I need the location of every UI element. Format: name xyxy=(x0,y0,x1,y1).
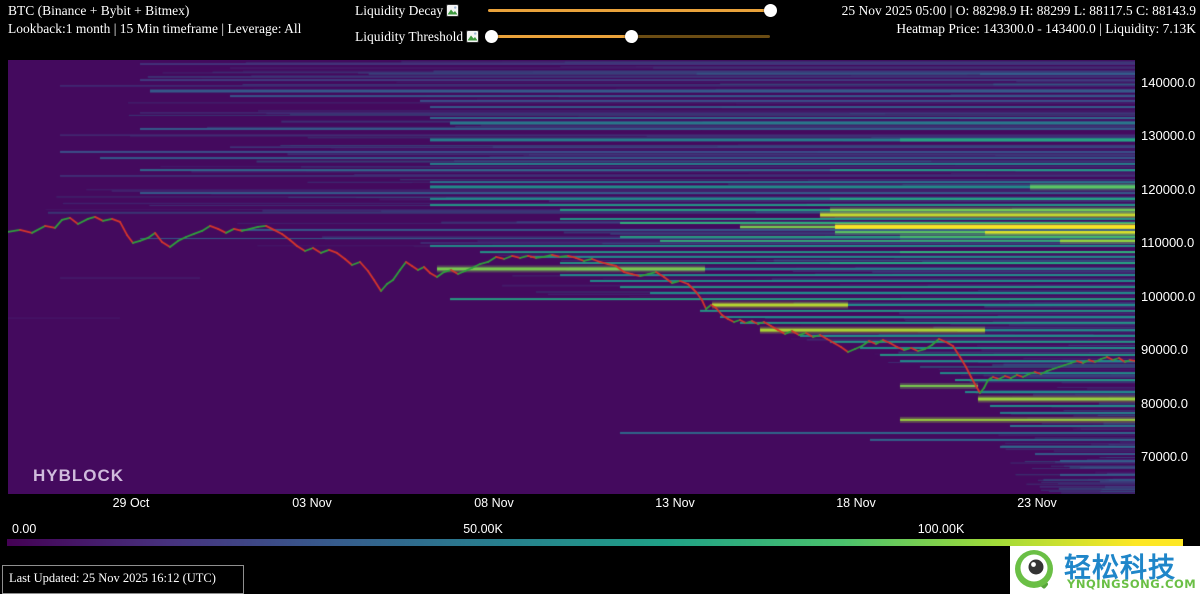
x-tick-label: 18 Nov xyxy=(836,496,876,510)
y-tick-label: 90000.0 xyxy=(1141,342,1188,358)
ohlc-readout: 25 Nov 2025 05:00 | O: 88298.9 H: 88299 … xyxy=(841,3,1196,18)
y-tick-label: 120000.0 xyxy=(1141,181,1196,197)
eye-magnifier-logo-icon xyxy=(1012,547,1058,594)
liquidity-threshold-slider-fill[interactable] xyxy=(488,35,632,38)
last-updated-text: Last Updated: 25 Nov 2025 16:12 (UTC) xyxy=(9,571,216,585)
symbol-title: BTC (Binance + Bybit + Bitmex) xyxy=(8,3,190,18)
liquidity-threshold-handle-low[interactable] xyxy=(485,30,499,43)
x-tick-label: 08 Nov xyxy=(474,496,514,510)
x-tick-label: 03 Nov xyxy=(292,496,332,510)
y-tick-label: 110000.0 xyxy=(1141,235,1195,251)
liquidity-threshold-handle-high[interactable] xyxy=(625,30,639,43)
liquidity-threshold-label: Liquidity Threshold xyxy=(355,29,464,44)
colorbar-tick-label: 100.00K xyxy=(917,522,965,536)
image-icon[interactable] xyxy=(446,4,459,22)
colorbar-tick-label: 50.00K xyxy=(463,522,503,536)
brand-cn-name: 轻松科技 xyxy=(1064,553,1176,584)
y-tick-label: 80000.0 xyxy=(1141,395,1188,411)
x-tick-label: 29 Oct xyxy=(112,496,150,510)
liquidity-decay-slider-handle[interactable] xyxy=(763,4,777,17)
liquidity-heatmap-canvas[interactable] xyxy=(8,60,1135,494)
liquidity-decay-slider-track[interactable] xyxy=(488,9,770,12)
y-tick-label: 130000.0 xyxy=(1141,128,1196,144)
colorbar-tick-label: 0.00 xyxy=(12,522,37,536)
x-tick-label: 13 Nov xyxy=(655,496,695,510)
last-updated-box: Last Updated: 25 Nov 2025 16:12 (UTC) xyxy=(2,565,244,594)
brand-domain: YNQINGSONG.COM xyxy=(1067,577,1197,591)
brand-watermark: 轻松科技 YNQINGSONG.COM xyxy=(1010,546,1200,594)
lookback-settings: Lookback:1 month | 15 Min timeframe | Le… xyxy=(8,21,302,36)
heatmap-price-readout: Heatmap Price: 143300.0 - 143400.0 | Liq… xyxy=(896,21,1196,36)
colorbar-gradient xyxy=(7,539,1183,546)
y-tick-label: 70000.0 xyxy=(1141,448,1188,464)
y-tick-label: 140000.0 xyxy=(1141,75,1196,90)
image-icon[interactable] xyxy=(466,30,479,48)
y-tick-label: 100000.0 xyxy=(1141,288,1196,304)
hyblock-watermark: HYBLOCK xyxy=(33,466,125,485)
liquidity-decay-label: Liquidity Decay xyxy=(355,3,444,18)
x-tick-label: 23 Nov xyxy=(1017,496,1057,510)
